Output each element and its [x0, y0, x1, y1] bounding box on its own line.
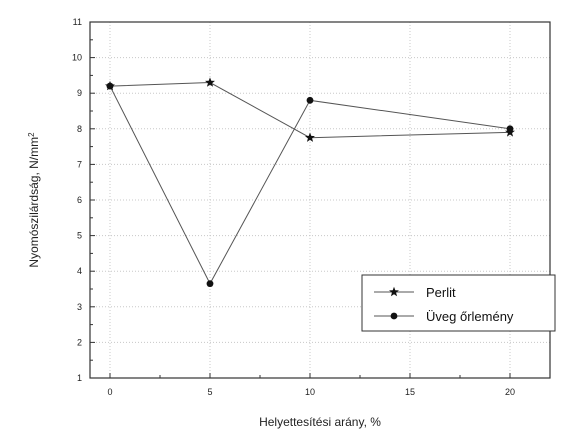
y-tick-label: 8 [77, 124, 82, 134]
ticks: 1 2 3 4 5 6 7 8 9 10 11 0 5 10 15 20 [72, 17, 515, 397]
y-tick-label: 10 [72, 53, 82, 63]
legend-marker-uveg-orlemeny [390, 312, 398, 320]
legend-star-marker [389, 286, 399, 297]
x-tick-label: 20 [505, 387, 515, 397]
data-point-0 [305, 132, 315, 142]
y-tick-label: 1 [77, 373, 82, 383]
x-tick-label: 0 [107, 387, 112, 397]
y-tick-label: 7 [77, 159, 82, 169]
grid [90, 21, 550, 379]
y-axis-label-superscript: 2 [27, 132, 36, 137]
data-point-1 [506, 125, 514, 133]
y-tick-label: 4 [77, 266, 82, 276]
y-tick-label: 5 [77, 231, 82, 241]
y-tick-label: 9 [77, 88, 82, 98]
data-point-1 [306, 96, 314, 104]
series-layer [105, 77, 515, 288]
legend: Perlit Üveg őrlemény [361, 274, 556, 332]
x-tick-label: 10 [305, 387, 315, 397]
y-tick-label: 2 [77, 337, 82, 347]
legend-label-uveg-orlemeny: Üveg őrlemény [426, 309, 514, 324]
x-tick-label: 15 [405, 387, 415, 397]
y-tick-label: 11 [73, 17, 82, 27]
y-axis-label: Nyomószilárdság, N/mm2 [27, 132, 42, 268]
data-point-1 [206, 280, 214, 288]
y-tick-label: 6 [77, 195, 82, 205]
y-tick-label: 3 [77, 302, 82, 312]
legend-label-perlit: Perlit [426, 285, 456, 300]
x-axis-label: Helyettesítési arány, % [259, 415, 381, 429]
x-tick-label: 5 [207, 387, 212, 397]
legend-circle-marker [390, 312, 398, 320]
series-line-1 [109, 85, 511, 285]
legend-marker-perlit [389, 286, 399, 297]
data-point-0 [205, 77, 215, 87]
data-point-1 [106, 82, 114, 90]
legend-box [361, 274, 556, 332]
series-line-0 [109, 82, 511, 139]
y-axis-label-main: Nyomószilárdság, N/mm [27, 137, 41, 268]
